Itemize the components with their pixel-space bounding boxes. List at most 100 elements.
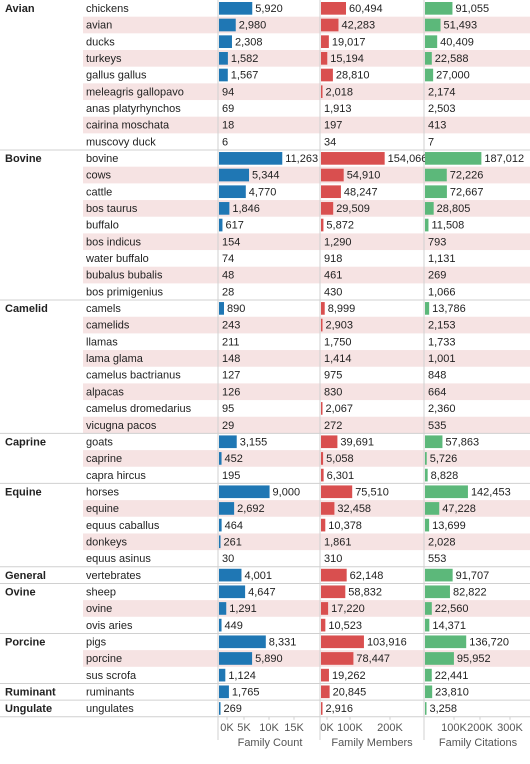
bar-members[interactable] bbox=[321, 652, 354, 665]
bar-members[interactable] bbox=[321, 452, 324, 465]
bar-members[interactable] bbox=[321, 302, 325, 315]
bar-members[interactable] bbox=[321, 468, 324, 482]
value-label-count: 261 bbox=[224, 536, 242, 548]
bar-members[interactable] bbox=[321, 185, 341, 199]
value-label-citations: 848 bbox=[428, 370, 446, 382]
bar-count[interactable] bbox=[219, 152, 283, 165]
bar-citations[interactable] bbox=[425, 302, 430, 315]
bar-citations[interactable] bbox=[425, 435, 443, 449]
bar-citations[interactable] bbox=[425, 168, 447, 182]
value-label-members: 1,750 bbox=[324, 336, 352, 348]
group-label: Bovine bbox=[5, 153, 42, 165]
bar-count[interactable] bbox=[219, 68, 228, 82]
bar-count[interactable] bbox=[219, 702, 221, 715]
value-label-count: 211 bbox=[222, 336, 240, 348]
bar-members[interactable] bbox=[321, 635, 364, 649]
bar-citations[interactable] bbox=[425, 685, 433, 699]
bar-count[interactable] bbox=[219, 18, 236, 32]
bar-citations[interactable] bbox=[425, 518, 430, 532]
bar-count[interactable] bbox=[219, 652, 253, 665]
bar-members[interactable] bbox=[321, 402, 323, 415]
bar-citations[interactable] bbox=[425, 452, 427, 465]
row-label: bos taurus bbox=[86, 203, 138, 215]
bar-citations[interactable] bbox=[425, 68, 434, 82]
value-label-citations: 8,828 bbox=[431, 470, 459, 482]
bar-citations[interactable] bbox=[425, 35, 438, 49]
bar-members[interactable] bbox=[321, 585, 346, 599]
bar-count[interactable] bbox=[219, 35, 232, 49]
row-band bbox=[83, 116, 530, 134]
bar-count[interactable] bbox=[219, 202, 230, 215]
bar-count[interactable] bbox=[219, 302, 224, 315]
bar-members[interactable] bbox=[321, 218, 324, 232]
bar-members[interactable] bbox=[321, 568, 347, 582]
bar-citations[interactable] bbox=[425, 468, 428, 482]
bar-members[interactable] bbox=[321, 168, 344, 182]
bar-members[interactable] bbox=[321, 502, 335, 515]
row-band bbox=[83, 450, 530, 467]
value-label-count: 9,000 bbox=[273, 486, 301, 498]
bar-citations[interactable] bbox=[425, 52, 432, 65]
bar-count[interactable] bbox=[219, 685, 229, 699]
bar-citations[interactable] bbox=[425, 202, 434, 215]
bar-count[interactable] bbox=[219, 668, 226, 682]
bar-citations[interactable] bbox=[425, 602, 432, 615]
bar-members[interactable] bbox=[321, 18, 339, 32]
bar-count[interactable] bbox=[219, 168, 250, 182]
bar-count[interactable] bbox=[219, 185, 246, 199]
bar-members[interactable] bbox=[321, 668, 329, 682]
value-label-count: 452 bbox=[225, 453, 243, 465]
bar-count[interactable] bbox=[219, 502, 235, 515]
bar-members[interactable] bbox=[321, 685, 330, 699]
bar-members[interactable] bbox=[321, 485, 353, 499]
bar-citations[interactable] bbox=[425, 702, 427, 715]
bar-citations[interactable] bbox=[425, 502, 440, 515]
bar-count[interactable] bbox=[219, 452, 222, 465]
bar-count[interactable] bbox=[219, 218, 223, 232]
bar-members[interactable] bbox=[321, 85, 323, 99]
bar-count[interactable] bbox=[219, 585, 246, 599]
bar-citations[interactable] bbox=[425, 568, 453, 582]
bar-citations[interactable] bbox=[425, 185, 447, 199]
value-label-members: 1,913 bbox=[324, 103, 352, 115]
value-label-members: 20,845 bbox=[333, 686, 367, 698]
bar-members[interactable] bbox=[321, 35, 329, 49]
bar-citations[interactable] bbox=[425, 2, 453, 15]
bar-members[interactable] bbox=[321, 435, 338, 449]
bar-members[interactable] bbox=[321, 68, 333, 82]
bar-citations[interactable] bbox=[425, 652, 454, 665]
bar-members[interactable] bbox=[321, 202, 334, 215]
bar-members[interactable] bbox=[321, 618, 326, 632]
bar-count[interactable] bbox=[219, 485, 270, 499]
bar-count[interactable] bbox=[219, 602, 227, 615]
bar-count[interactable] bbox=[219, 535, 221, 549]
value-label-count: 69 bbox=[222, 103, 234, 115]
value-label-count: 4,647 bbox=[248, 586, 276, 598]
value-label-members: 918 bbox=[324, 253, 342, 265]
bar-citations[interactable] bbox=[425, 152, 482, 165]
bar-count[interactable] bbox=[219, 568, 242, 582]
row-label: buffalo bbox=[86, 220, 119, 232]
bar-citations[interactable] bbox=[425, 585, 450, 599]
bar-members[interactable] bbox=[321, 318, 323, 332]
bar-members[interactable] bbox=[321, 2, 346, 15]
bar-count[interactable] bbox=[219, 52, 228, 65]
bar-citations[interactable] bbox=[425, 485, 468, 499]
bar-citations[interactable] bbox=[425, 18, 441, 32]
bar-citations[interactable] bbox=[425, 635, 467, 649]
bar-count[interactable] bbox=[219, 518, 222, 532]
bar-count[interactable] bbox=[219, 618, 222, 632]
bar-members[interactable] bbox=[321, 518, 326, 532]
bar-members[interactable] bbox=[321, 602, 329, 615]
bar-count[interactable] bbox=[219, 635, 266, 649]
row-label: ungulates bbox=[86, 703, 134, 715]
bar-members[interactable] bbox=[321, 52, 328, 65]
bar-count[interactable] bbox=[219, 435, 237, 449]
bar-citations[interactable] bbox=[425, 218, 429, 232]
row-label: anas platyrhynchos bbox=[86, 103, 181, 115]
bar-citations[interactable] bbox=[425, 618, 430, 632]
bar-members[interactable] bbox=[321, 152, 385, 165]
bar-members[interactable] bbox=[321, 702, 323, 715]
bar-count[interactable] bbox=[219, 2, 253, 15]
bar-citations[interactable] bbox=[425, 668, 432, 682]
